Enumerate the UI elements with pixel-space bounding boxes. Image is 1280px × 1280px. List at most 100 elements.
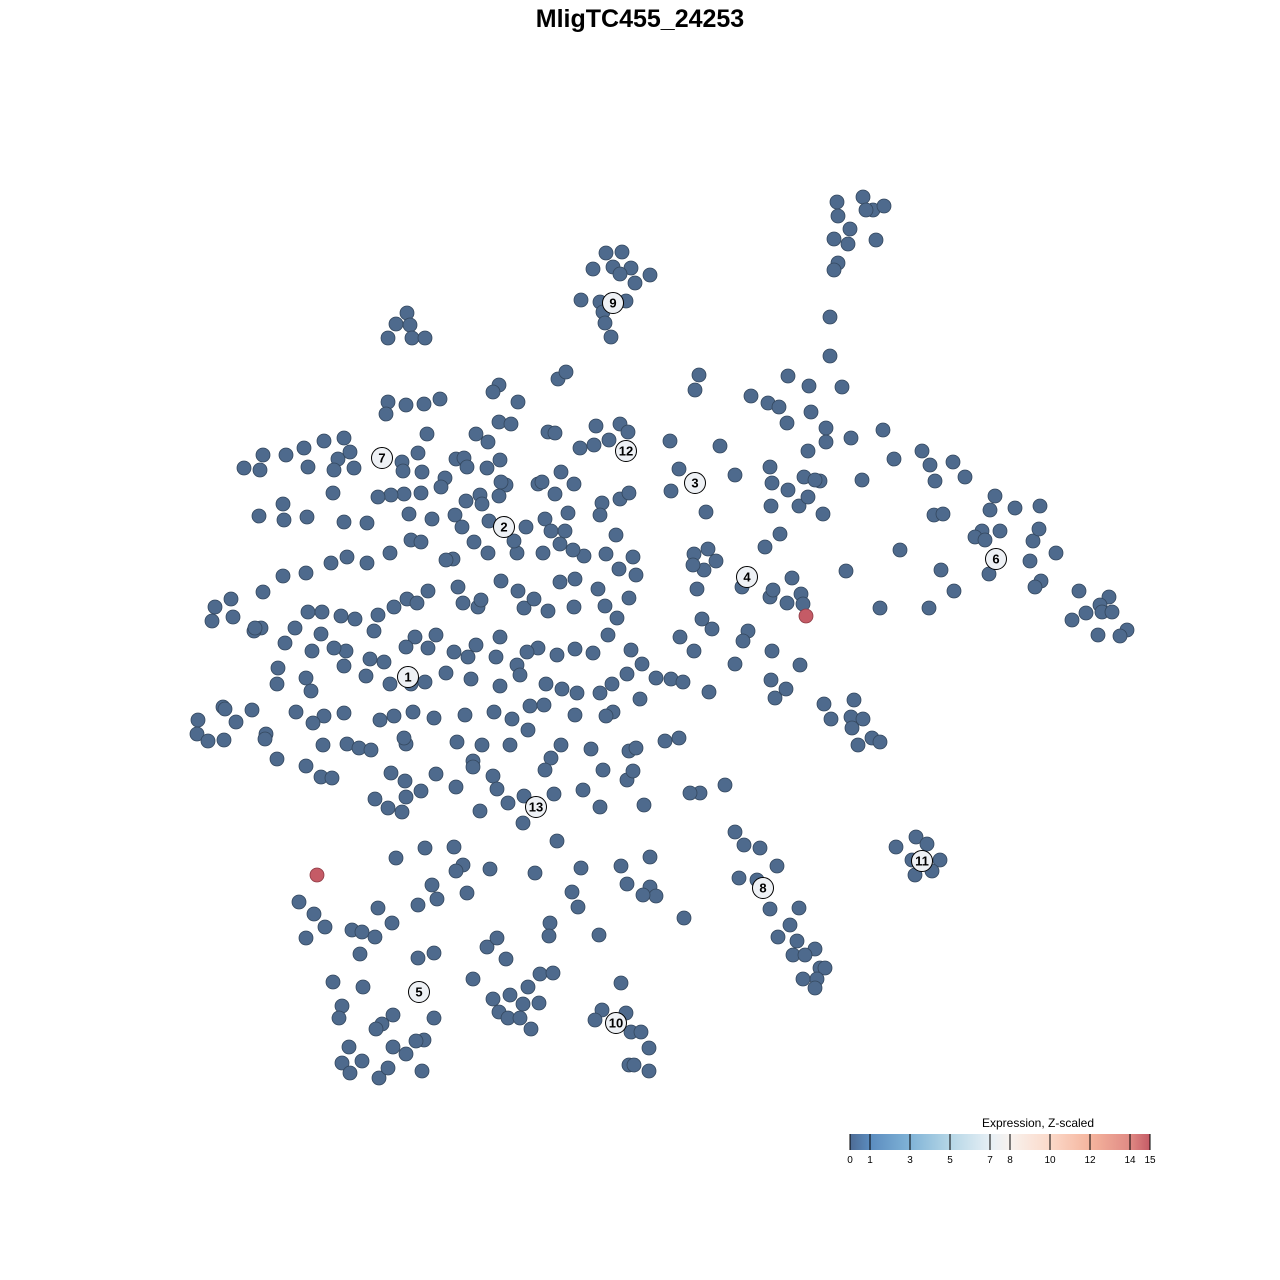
data-point	[834, 379, 850, 395]
data-point	[627, 275, 643, 291]
data-point	[448, 779, 464, 795]
data-point	[429, 891, 445, 907]
data-point	[388, 850, 404, 866]
data-point	[402, 317, 418, 333]
data-point	[876, 198, 892, 214]
data-point	[611, 561, 627, 577]
data-point	[190, 712, 206, 728]
data-point	[1071, 583, 1087, 599]
data-point	[347, 611, 363, 627]
data-point	[275, 568, 291, 584]
legend-tick-label: 1	[867, 1155, 873, 1166]
data-point	[500, 795, 516, 811]
data-point	[520, 722, 536, 738]
cluster-label-3: 3	[684, 472, 706, 494]
data-point	[642, 849, 658, 865]
data-point	[614, 244, 630, 260]
data-point	[362, 651, 378, 667]
data-point	[778, 681, 794, 697]
data-point	[510, 583, 526, 599]
data-point	[538, 676, 554, 692]
data-point	[662, 433, 678, 449]
data-point	[480, 545, 496, 561]
data-point	[682, 785, 698, 801]
data-point-high	[798, 608, 814, 624]
data-point	[565, 542, 581, 558]
data-point	[216, 732, 232, 748]
data-point	[388, 316, 404, 332]
data-point	[619, 666, 635, 682]
data-point	[800, 489, 816, 505]
data-point	[598, 546, 614, 562]
data-point	[236, 460, 252, 476]
data-point	[769, 858, 785, 874]
data-point	[352, 946, 368, 962]
data-point	[433, 479, 449, 495]
data-point	[1007, 500, 1023, 516]
data-point	[531, 995, 547, 1011]
data-point	[855, 711, 871, 727]
data-point	[378, 406, 394, 422]
data-point	[560, 505, 576, 521]
data-point	[228, 714, 244, 730]
data-point	[526, 591, 542, 607]
data-point	[764, 475, 780, 491]
data-point	[414, 1063, 430, 1079]
data-point	[1025, 533, 1041, 549]
data-point	[510, 394, 526, 410]
data-point	[765, 582, 781, 598]
legend-tick-label: 5	[947, 1155, 953, 1166]
data-point	[313, 626, 329, 642]
data-point	[407, 629, 423, 645]
data-point	[465, 759, 481, 775]
data-point	[886, 451, 902, 467]
data-point	[872, 734, 888, 750]
data-point	[628, 567, 644, 583]
data-point	[543, 750, 559, 766]
data-point	[468, 637, 484, 653]
data-point	[763, 498, 779, 514]
legend-tick-label: 15	[1144, 1155, 1156, 1166]
data-point	[432, 391, 448, 407]
color-legend: Expression, Z-scaled 0 1 3 5 7 8 10 12 14 15	[847, 1116, 1156, 1166]
data-point	[380, 800, 396, 816]
cluster-label-2: 2	[493, 516, 515, 538]
data-point	[326, 462, 342, 478]
data-point	[567, 707, 583, 723]
data-point	[370, 900, 386, 916]
data-point	[395, 463, 411, 479]
data-point	[486, 704, 502, 720]
data-point	[534, 474, 550, 490]
data-point	[450, 579, 466, 595]
data-point	[826, 262, 842, 278]
data-point	[472, 803, 488, 819]
data-point	[823, 711, 839, 727]
cluster-label-text: 3	[691, 476, 698, 491]
data-point	[807, 980, 823, 996]
data-point	[346, 460, 362, 476]
data-point	[323, 555, 339, 571]
data-point	[354, 924, 370, 940]
cluster-label-badge	[371, 447, 393, 469]
data-point	[1078, 605, 1094, 621]
data-point	[492, 452, 508, 468]
data-point	[382, 545, 398, 561]
data-point	[573, 860, 589, 876]
data-point	[585, 645, 601, 661]
legend-tick-label: 7	[987, 1155, 993, 1166]
data-point	[846, 692, 862, 708]
data-point	[592, 507, 608, 523]
cluster-label-text: 4	[743, 570, 751, 585]
cluster-label-6: 6	[985, 548, 1007, 570]
data-point	[474, 737, 490, 753]
data-point	[632, 691, 648, 707]
data-point	[386, 708, 402, 724]
data-point	[635, 887, 651, 903]
data-point	[251, 508, 267, 524]
data-point	[590, 581, 606, 597]
data-point	[446, 644, 462, 660]
data-point	[648, 670, 664, 686]
data-point	[634, 656, 650, 672]
data-point	[383, 765, 399, 781]
data-point	[875, 422, 891, 438]
